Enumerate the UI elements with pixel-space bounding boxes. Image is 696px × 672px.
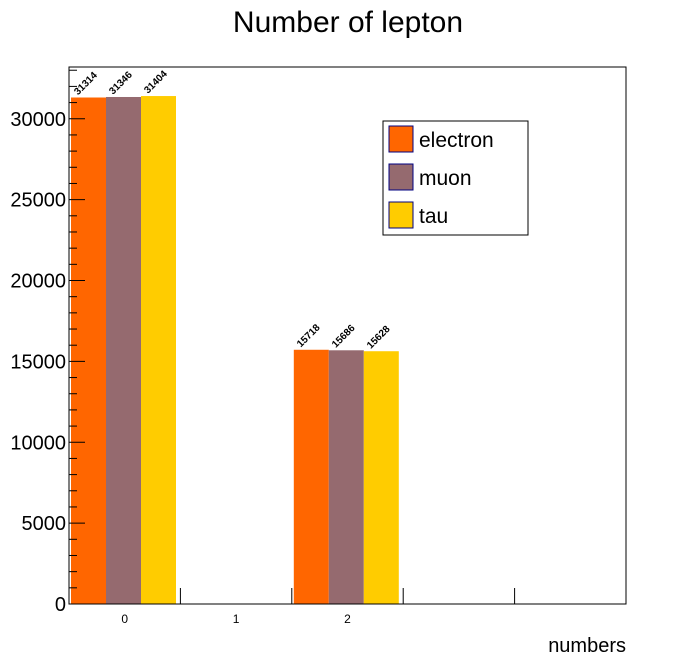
legend-swatch-muon	[388, 163, 414, 191]
y-tick-label: 20000	[10, 271, 66, 293]
x-axis-label: numbers	[548, 635, 626, 657]
data-label-electron-2: 15718	[295, 322, 323, 350]
y-tick-label: 10000	[10, 432, 66, 454]
data-label-muon-0: 31346	[107, 69, 135, 97]
chart-title: Number of lepton	[233, 6, 463, 39]
y-tick-label: 25000	[10, 190, 66, 212]
data-label-muon-2: 15686	[330, 323, 358, 351]
x-axis: 0 1 2	[121, 588, 516, 626]
y-tick-label: 0	[55, 594, 66, 616]
data-label-electron-0: 31314	[72, 70, 100, 98]
data-label-tau-0: 31404	[142, 68, 170, 96]
bar-muon-2	[328, 350, 364, 604]
y-tick-label: 5000	[22, 513, 67, 535]
legend-swatch-tau	[388, 201, 414, 229]
y-tick-label: 15000	[10, 351, 66, 373]
plot-frame	[68, 66, 627, 605]
legend-label-electron: electron	[419, 129, 494, 152]
legend: electron muon tau	[382, 120, 529, 236]
x-tick-label: 1	[233, 612, 240, 626]
bars-group	[71, 96, 399, 605]
bar-muon-0	[106, 96, 141, 605]
legend-swatch-electron	[388, 125, 414, 153]
x-tick-label: 0	[121, 612, 128, 626]
y-axis: 0 5000 10000 15000 20000 25000 30000	[10, 69, 85, 616]
x-tick-label: 2	[344, 612, 351, 626]
data-label-tau-2: 15628	[365, 324, 393, 352]
bar-tau-0	[141, 96, 176, 605]
legend-label-tau: tau	[419, 205, 448, 228]
legend-label-muon: muon	[419, 167, 472, 190]
bar-tau-2	[363, 351, 399, 604]
y-tick-label: 30000	[10, 109, 66, 131]
bar-electron-0	[71, 97, 106, 604]
bar-electron-2	[293, 349, 329, 604]
